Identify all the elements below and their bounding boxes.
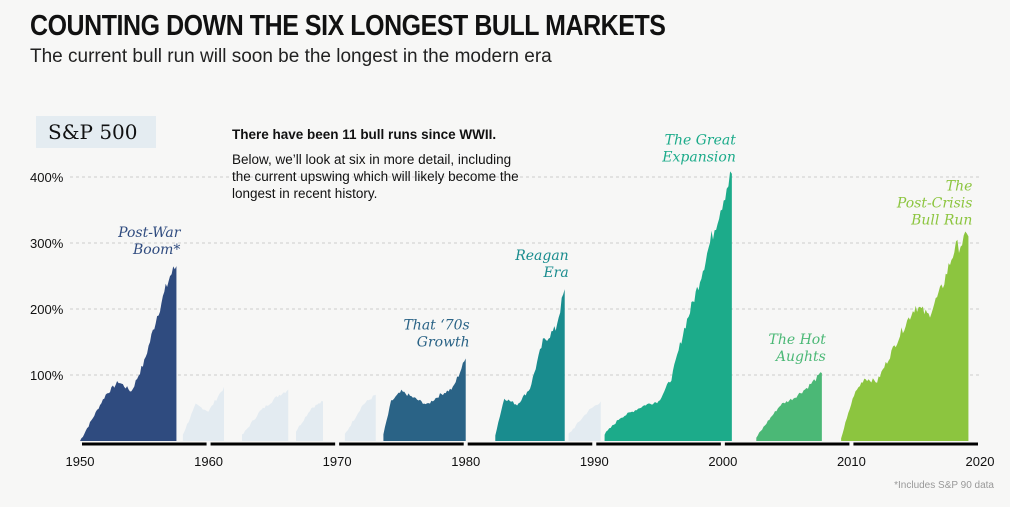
bull-run-area bbox=[841, 231, 969, 441]
x-tick-label: 1980 bbox=[451, 454, 480, 469]
run-label: That ‘70s bbox=[403, 318, 469, 334]
x-tick-label: 1970 bbox=[323, 454, 352, 469]
run-label: Post-War bbox=[117, 225, 182, 241]
bull-run-area bbox=[756, 372, 822, 441]
run-label: Boom* bbox=[132, 242, 180, 258]
note-body: Below, we’ll look at six in more detail,… bbox=[232, 152, 519, 201]
footnote: *Includes S&P 90 data bbox=[894, 480, 994, 491]
y-tick-label: 300% bbox=[30, 236, 64, 251]
minor-bull-run-area bbox=[344, 394, 376, 441]
x-tick-label: 2000 bbox=[708, 454, 737, 469]
minor-bull-run-area bbox=[296, 400, 323, 441]
run-label: Aughts bbox=[774, 349, 826, 365]
x-tick-label: 1950 bbox=[66, 454, 95, 469]
y-tick-label: 200% bbox=[30, 302, 64, 317]
page-subtitle: The current bull run will soon be the lo… bbox=[30, 46, 552, 67]
page-title: COUNTING DOWN THE SIX LONGEST BULL MARKE… bbox=[30, 10, 666, 42]
y-tick-label: 100% bbox=[30, 368, 64, 383]
x-tick-label: 1990 bbox=[580, 454, 609, 469]
minor-bull-run-area bbox=[242, 389, 289, 441]
run-label: Era bbox=[542, 265, 568, 281]
run-label: The bbox=[946, 178, 973, 194]
x-tick-label: 1960 bbox=[194, 454, 223, 469]
index-badge: S&P 500 bbox=[36, 116, 156, 148]
minor-bull-run-area bbox=[182, 386, 224, 441]
minor-bull-run-area bbox=[568, 401, 601, 441]
bull-run-area bbox=[495, 289, 565, 441]
x-tick-label: 2010 bbox=[837, 454, 866, 469]
run-label: The Hot bbox=[768, 332, 826, 348]
bull-run-area bbox=[604, 171, 732, 441]
run-label: Bull Run bbox=[910, 212, 972, 228]
bull-run-area bbox=[80, 266, 177, 441]
note-headline: There have been 11 bull runs since WWII. bbox=[232, 127, 497, 142]
run-label: Post-Crisis bbox=[896, 195, 973, 211]
run-label: Growth bbox=[417, 335, 470, 351]
run-label: Reagan bbox=[514, 248, 569, 264]
bull-run-area bbox=[383, 358, 466, 441]
run-label: The Great bbox=[665, 133, 737, 149]
run-label: Expansion bbox=[661, 150, 736, 166]
x-tick-label: 2020 bbox=[966, 454, 995, 469]
y-tick-label: 400% bbox=[30, 170, 64, 185]
